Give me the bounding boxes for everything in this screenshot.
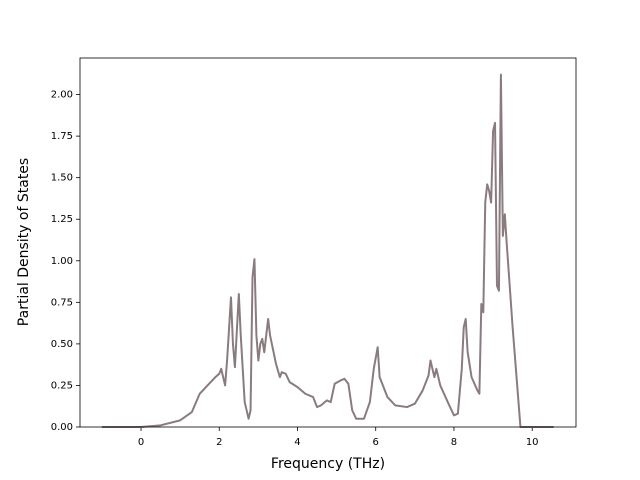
plot-frame	[79, 57, 577, 428]
y-tick-label: 1.75	[51, 131, 73, 142]
x-axis-label: Frequency (THz)	[271, 456, 385, 472]
y-tick-label: 2.00	[51, 90, 73, 101]
y-tick-label: 1.50	[51, 173, 73, 184]
x-tick-label: 4	[294, 437, 300, 448]
y-tick-label: 1.00	[51, 256, 73, 267]
data-line	[101, 73, 554, 428]
x-tick-label: 8	[451, 437, 457, 448]
x-tick-label: 2	[216, 437, 222, 448]
x-tick-label: 0	[138, 437, 144, 448]
y-tick-label: 1.25	[51, 214, 73, 225]
y-tick-label: 0.00	[51, 422, 73, 433]
x-tick-label: 6	[373, 437, 379, 448]
y-tick-label: 0.25	[51, 380, 73, 391]
x-tick-label: 10	[526, 437, 539, 448]
y-tick-label: 0.50	[51, 339, 73, 350]
y-axis-label: Partial Density of States	[16, 158, 32, 326]
y-tick-label: 0.75	[51, 297, 73, 308]
